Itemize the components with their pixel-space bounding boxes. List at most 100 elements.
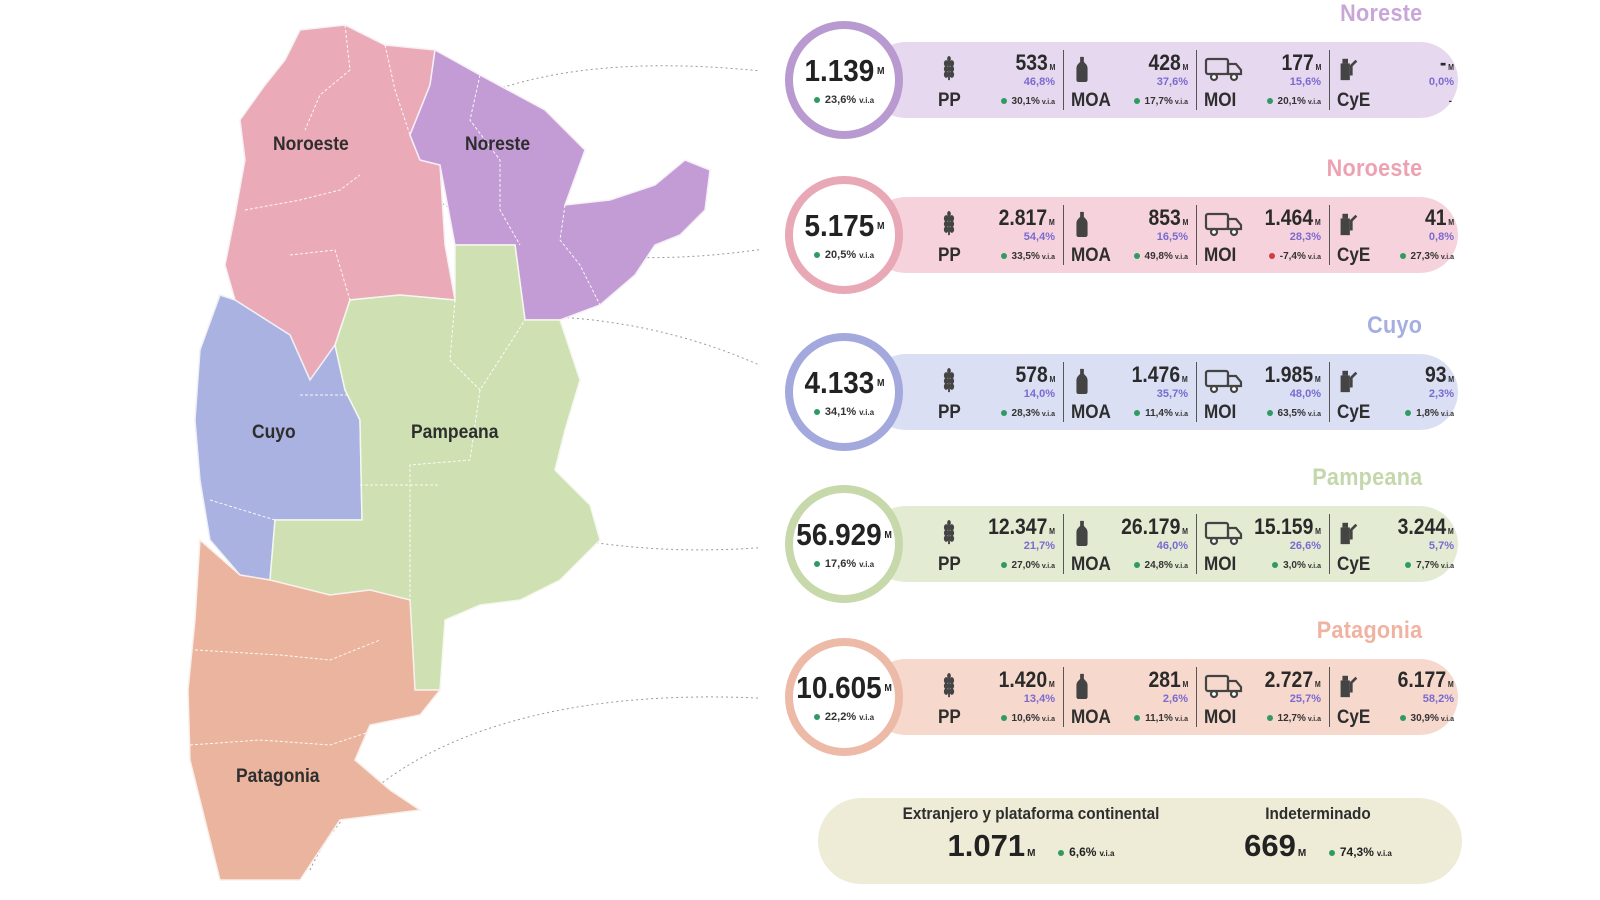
category-share: 48,0%	[1289, 388, 1321, 400]
truck-icon	[1204, 673, 1243, 699]
category-value: 6.177 M	[1397, 667, 1454, 692]
category-cell-cye: 3.244 M 5,7% CyE 7,7% v.i.a	[1329, 506, 1462, 582]
argentina-regions-map	[187, 24, 760, 881]
map-label-cuyo: Cuyo	[252, 422, 296, 443]
growth-dot-icon	[1058, 849, 1065, 856]
growth-dot-icon	[1328, 849, 1335, 856]
category-growth: 49,8% v.i.a	[1133, 251, 1188, 262]
region-title: Patagonia	[1316, 617, 1422, 644]
cell-divider	[1329, 205, 1330, 265]
category-value: 93 M	[1424, 362, 1454, 387]
growth-dot-icon	[813, 96, 820, 103]
growth-dot-icon	[1272, 562, 1279, 569]
extranjero-label: Extranjero y plataforma continental	[902, 804, 1160, 823]
category-code: MOI	[1204, 402, 1237, 423]
wheat-icon	[938, 211, 960, 237]
category-growth: 12,7% v.i.a	[1266, 713, 1321, 724]
category-code: MOA	[1071, 707, 1111, 728]
category-value: 15.159 M	[1254, 514, 1321, 539]
growth-dot-icon	[813, 713, 820, 720]
category-code: CyE	[1337, 90, 1371, 111]
category-code: MOA	[1071, 402, 1111, 423]
category-growth: 10,6% v.i.a	[1000, 713, 1055, 724]
region-pill: 2.817 M 54,4% PP 33,5% v.i.a 853 M 16,5% MOA 49,8%…	[868, 197, 1458, 273]
category-value: -M	[1439, 50, 1454, 75]
region-title: Noroeste	[1326, 155, 1422, 182]
category-code: MOI	[1204, 707, 1237, 728]
truck-icon	[1204, 520, 1243, 546]
cell-divider	[1063, 514, 1064, 574]
region-pill: 12.347 M 21,7% PP 27,0% v.i.a 26.179 M 46,0% MOA 2…	[868, 506, 1458, 582]
category-cell-cye: 6.177 M 58,2% CyE 30,9% v.i.a	[1329, 659, 1462, 735]
bottle-icon	[1071, 673, 1093, 699]
category-code: CyE	[1337, 554, 1371, 575]
cell-divider	[1063, 667, 1064, 727]
category-cell-pp: 578 M 14,0% PP 28,3% v.i.a	[930, 354, 1063, 430]
region-total-var: 23,6% v.i.a	[813, 94, 874, 106]
cell-divider	[1329, 362, 1330, 422]
category-cell-cye: 41 M 0,8% CyE 27,3% v.i.a	[1329, 197, 1462, 273]
region-total: 1.139 M	[803, 52, 885, 88]
growth-dot-icon	[1405, 562, 1412, 569]
category-code: MOI	[1204, 90, 1237, 111]
region-patagonia	[187, 538, 442, 881]
category-growth: 63,5% v.i.a	[1266, 408, 1321, 419]
category-cell-cye: - M 0,0% CyE -	[1329, 42, 1462, 118]
growth-dot-icon	[1266, 410, 1273, 417]
category-value: 533 M	[1015, 50, 1055, 75]
growth-dot-icon	[1399, 715, 1406, 722]
bottle-icon	[1071, 56, 1093, 82]
category-value: 1.464 M	[1264, 205, 1321, 230]
category-cell-moa: 26.179 M 46,0% MOA 24,8% v.i.a	[1063, 506, 1196, 582]
category-code: MOA	[1071, 245, 1111, 266]
growth-dot-icon	[1000, 98, 1007, 105]
category-value: 281 M	[1148, 667, 1188, 692]
growth-dot-icon	[813, 560, 820, 567]
growth-dot-icon	[1000, 715, 1007, 722]
region-title: Noreste	[1339, 0, 1422, 27]
region-title: Pampeana	[1311, 464, 1422, 491]
category-value: 3.244 M	[1397, 514, 1454, 539]
category-cell-moi: 1.464 M 28,3% MOI -7,4% v.i.a	[1196, 197, 1329, 273]
category-growth: 17,7% v.i.a	[1133, 96, 1188, 107]
category-share: 0,0%	[1428, 76, 1454, 88]
region-total-var: 20,5% v.i.a	[813, 249, 874, 261]
region-total: 56.929 M	[796, 516, 892, 552]
category-share: 5,7%	[1428, 540, 1454, 552]
category-code: MOA	[1071, 554, 1111, 575]
region-total-var: 22,2% v.i.a	[813, 711, 874, 723]
category-growth: 33,5% v.i.a	[1000, 251, 1055, 262]
region-total: 5.175 M	[803, 207, 885, 243]
cell-divider	[1196, 50, 1197, 110]
growth-dot-icon	[1399, 253, 1406, 260]
growth-dot-icon	[1134, 410, 1141, 417]
growth-dot-icon	[1133, 98, 1140, 105]
category-cell-moi: 15.159 M 26,6% MOI 3,0% v.i.a	[1196, 506, 1329, 582]
category-growth: 27,3% v.i.a	[1399, 251, 1454, 262]
cell-divider	[1329, 667, 1330, 727]
indeterminado-label: Indeterminado	[1265, 804, 1371, 823]
fuel-icon	[1337, 520, 1359, 546]
map-label-noroeste: Noroeste	[273, 134, 349, 155]
map-label-patagonia: Patagonia	[236, 766, 320, 787]
category-value: 26.179 M	[1121, 514, 1188, 539]
category-share: 37,6%	[1156, 76, 1188, 88]
cell-divider	[1329, 514, 1330, 574]
cell-divider	[1063, 50, 1064, 110]
cell-divider	[1063, 362, 1064, 422]
region-total-circle: 10.605 M 22,2% v.i.a	[785, 638, 903, 756]
category-cell-moa: 853 M 16,5% MOA 49,8% v.i.a	[1063, 197, 1196, 273]
fuel-icon	[1337, 368, 1359, 394]
category-value: 853 M	[1148, 205, 1188, 230]
category-share: 28,3%	[1289, 231, 1321, 243]
wheat-icon	[938, 520, 960, 546]
growth-dot-icon	[1266, 715, 1273, 722]
category-growth: 7,7% v.i.a	[1405, 560, 1454, 571]
category-value: 177 M	[1281, 50, 1321, 75]
region-total-circle: 1.139 M 23,6% v.i.a	[785, 21, 903, 139]
category-code: MOI	[1204, 245, 1237, 266]
category-share: 35,7%	[1156, 388, 1188, 400]
category-code: PP	[938, 90, 961, 111]
category-cell-moa: 428 M 37,6% MOA 17,7% v.i.a	[1063, 42, 1196, 118]
category-cell-pp: 2.817 M 54,4% PP 33,5% v.i.a	[930, 197, 1063, 273]
